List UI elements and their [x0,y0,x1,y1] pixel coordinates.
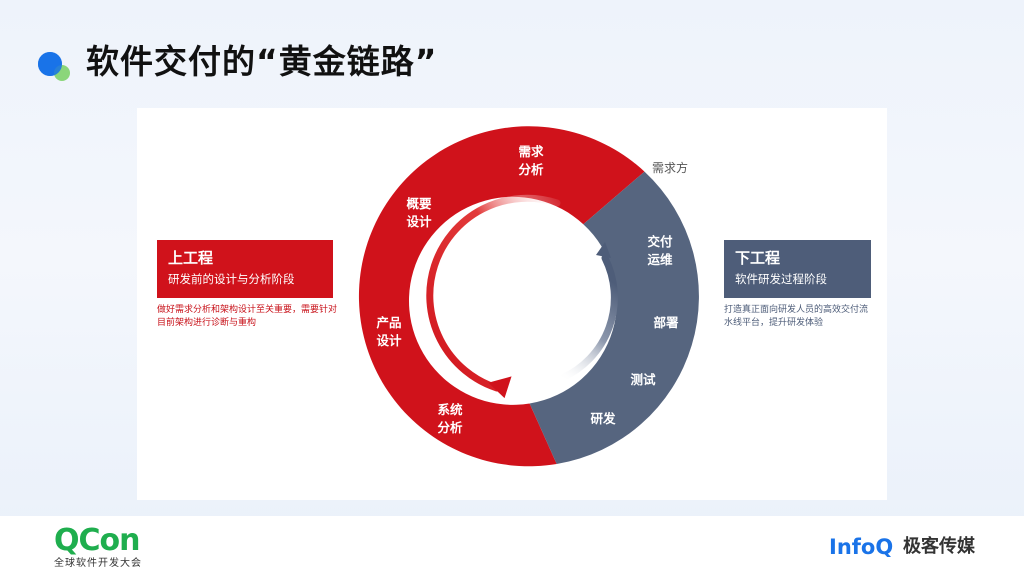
infoq-logo: InfoQ [829,535,894,559]
upstream-title: 上工程 [168,249,214,267]
geekbang-media-logo: 极客传媒 [903,536,975,557]
stage-product-design: 产品 [376,315,401,330]
downstream-description: 打造真正面向研发人员的高效交付流水线平台，提升研发体验 [724,305,869,328]
downstream-arrowhead [596,242,611,258]
title-bullet-icon [38,52,70,81]
upstream-description: 做好需求分析和架构设计至关重要，需要针对目前架构进行诊断与重构 [157,305,338,328]
stage-outline-design-2: 设计 [406,214,432,229]
upstream-arc [358,126,645,467]
stage-requirement-analysis: 需求 [518,144,544,159]
stage-system-analysis: 系统 [437,402,463,417]
stage-test: 测试 [630,372,656,387]
stage-delivery-ops-2: 运维 [647,252,673,267]
stage-system-analysis-2: 分析 [437,420,463,435]
downstream-title: 下工程 [735,249,781,267]
stage-requirement-analysis-2: 分析 [518,162,544,177]
downstream-flow-arrow [558,254,618,382]
upstream-arrowhead [488,376,512,399]
footer: QCon 全球软件开发大会 InfoQ 极客传媒 [0,516,1024,576]
downstream-arc [529,171,699,464]
stage-deploy: 部署 [653,315,679,330]
downstream-subtitle: 软件研发过程阶段 [735,272,827,286]
page-title: 软件交付的“黄金链路” [86,42,438,81]
upstream-subtitle: 研发前的设计与分析阶段 [168,272,295,286]
stage-outline-design: 概要 [406,196,432,211]
stage-develop: 研发 [590,411,616,426]
stage-delivery-ops: 交付 [647,234,673,249]
upstream-flow-arrow [426,194,561,392]
stage-product-design-2: 设计 [376,333,402,348]
qcon-logo: QCon [54,523,140,558]
stakeholder-label: 需求方 [652,160,688,175]
downstream-engineering-box: 下工程 软件研发过程阶段 [724,240,871,298]
lifecycle-ring-diagram: 需求方 需求 分析 概要 设计 产品 设计 系统 [358,126,699,467]
upstream-engineering-box: 上工程 研发前的设计与分析阶段 [157,240,333,298]
diagram-panel: 需求方 需求 分析 概要 设计 产品 设计 系统 [137,108,887,500]
qcon-subtitle: 全球软件开发大会 [54,558,142,569]
